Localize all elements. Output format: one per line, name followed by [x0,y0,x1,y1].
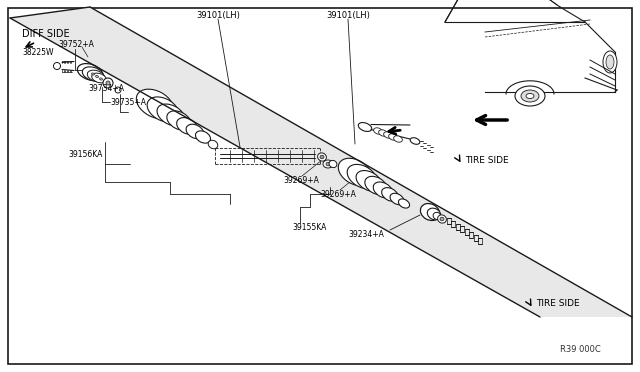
Ellipse shape [399,199,410,208]
Ellipse shape [92,73,106,83]
Ellipse shape [440,217,444,221]
Ellipse shape [195,131,211,143]
Ellipse shape [92,73,95,75]
Text: 39269+A: 39269+A [283,176,319,185]
Ellipse shape [103,78,113,88]
Ellipse shape [356,170,382,192]
Text: 39101(LH): 39101(LH) [326,10,370,19]
Ellipse shape [379,130,387,136]
Ellipse shape [358,122,372,131]
Ellipse shape [438,215,446,223]
Ellipse shape [381,187,398,201]
Ellipse shape [388,134,397,140]
Ellipse shape [339,158,372,186]
Ellipse shape [136,89,173,119]
Ellipse shape [106,81,110,85]
Ellipse shape [347,164,377,189]
Text: 38225W: 38225W [22,48,54,57]
Ellipse shape [433,212,441,219]
Polygon shape [10,7,632,317]
Ellipse shape [147,97,179,122]
Ellipse shape [177,118,197,134]
Text: R39 000C: R39 000C [560,346,601,355]
Ellipse shape [77,64,102,80]
Ellipse shape [167,111,191,130]
Text: 39269+A: 39269+A [320,189,356,199]
Ellipse shape [390,193,404,205]
Ellipse shape [515,86,545,106]
Ellipse shape [157,104,185,126]
Ellipse shape [87,70,105,82]
Text: TIRE SIDE: TIRE SIDE [465,155,509,164]
Ellipse shape [373,182,393,198]
Ellipse shape [365,176,387,195]
Ellipse shape [326,162,330,166]
Text: 39101(LH): 39101(LH) [196,10,240,19]
Text: 39156KA: 39156KA [68,150,102,158]
Ellipse shape [186,124,204,139]
Text: 39734+A: 39734+A [88,83,124,93]
Ellipse shape [603,51,617,73]
Ellipse shape [83,67,104,81]
Ellipse shape [420,203,440,221]
Ellipse shape [428,208,441,220]
Text: 39752+A: 39752+A [58,39,94,48]
Ellipse shape [54,62,61,70]
Ellipse shape [95,76,99,77]
Text: 39155KA: 39155KA [292,222,326,231]
Text: DIFF SIDE: DIFF SIDE [22,29,70,39]
Ellipse shape [410,138,420,144]
Ellipse shape [317,153,326,161]
Text: 39735+A: 39735+A [110,97,146,106]
Ellipse shape [521,90,539,102]
Ellipse shape [100,78,102,80]
Ellipse shape [606,55,614,69]
Ellipse shape [323,160,333,168]
Ellipse shape [115,87,121,93]
Ellipse shape [394,136,403,142]
Ellipse shape [374,128,382,134]
Ellipse shape [329,160,337,168]
Text: 39234+A: 39234+A [348,230,384,238]
Ellipse shape [383,132,392,138]
Ellipse shape [526,93,534,99]
Text: TIRE SIDE: TIRE SIDE [536,299,580,308]
Ellipse shape [208,140,218,149]
Ellipse shape [104,80,106,83]
Ellipse shape [320,155,324,159]
